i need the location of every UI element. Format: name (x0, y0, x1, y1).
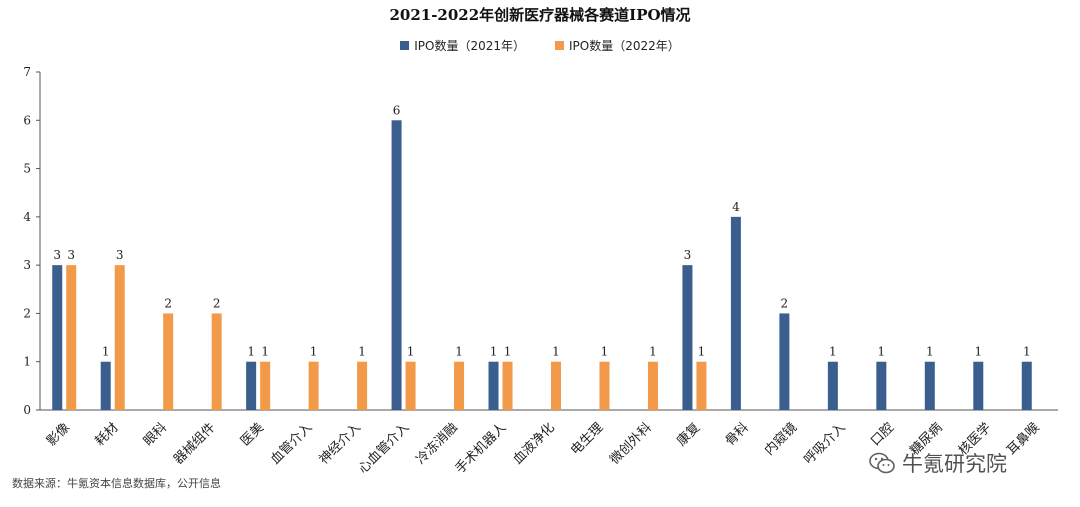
x-tick-label: 电生理 (568, 420, 606, 458)
bar-data-label: 1 (247, 345, 255, 359)
bar-2022 (647, 361, 658, 410)
bar-2021 (488, 361, 499, 410)
wechat-icon (869, 452, 895, 474)
y-tick-label: 2 (23, 306, 31, 320)
bar-data-label: 3 (53, 248, 61, 262)
bar-2021 (876, 361, 887, 410)
bar-2022 (114, 265, 125, 410)
y-tick-label: 0 (23, 403, 31, 417)
legend-swatch-2022 (555, 41, 564, 50)
bar-2022 (66, 265, 77, 410)
y-tick-label: 4 (23, 210, 31, 224)
bar-data-label: 2 (781, 296, 789, 310)
legend-label-2021: IPO数量（2021年） (414, 39, 525, 53)
bar-2021 (973, 361, 984, 410)
bar-data-label: 2 (213, 296, 221, 310)
bar-data-label: 1 (698, 345, 706, 359)
bar-data-label: 1 (1023, 345, 1031, 359)
x-tick-label: 血液净化 (510, 420, 557, 467)
bar-data-label: 1 (829, 345, 837, 359)
legend-label-2022: IPO数量（2022年） (569, 39, 680, 53)
x-tick-label: 微创外科 (607, 420, 654, 467)
bar-data-label: 4 (732, 200, 740, 214)
bar-data-label: 1 (455, 345, 463, 359)
x-tick-label: 神经介入 (317, 420, 364, 467)
bar-data-label: 1 (102, 345, 110, 359)
bar-data-label: 3 (67, 248, 75, 262)
x-tick-label: 冷冻消融 (413, 420, 461, 468)
bar-2021 (827, 361, 838, 410)
bar-2021 (1021, 361, 1032, 410)
x-tick-label: 手术机器人 (453, 420, 510, 477)
bar-data-label: 2 (164, 296, 172, 310)
bar-data-label: 1 (926, 345, 934, 359)
bar-data-label: 3 (116, 248, 124, 262)
bar-data-label: 3 (684, 248, 692, 262)
bar-data-label: 1 (601, 345, 609, 359)
y-tick-label: 7 (23, 65, 31, 79)
legend: IPO数量（2021年） IPO数量（2022年） (0, 37, 1080, 54)
bar-2022 (696, 361, 707, 410)
x-tick-label: 医美 (238, 420, 267, 449)
source-note: 数据来源：牛氪资本信息数据库，公开信息 (12, 477, 221, 490)
bar-data-label: 1 (310, 345, 318, 359)
chart-title: 2021-2022年创新医疗器械各赛道IPO情况 (389, 6, 691, 24)
bar-2022 (599, 361, 610, 410)
bar-2022 (405, 361, 416, 410)
x-tick-label: 耗材 (93, 420, 122, 449)
bar-data-label: 1 (552, 345, 560, 359)
x-tick-label: 内窥镜 (761, 420, 800, 459)
bar-data-label: 6 (393, 103, 401, 117)
y-tick-label: 1 (23, 355, 31, 369)
bar-2021 (391, 120, 402, 411)
x-tick-label: 骨科 (723, 420, 752, 449)
bar-2021 (52, 265, 63, 410)
bar-2021 (924, 361, 935, 410)
bar-2022 (211, 313, 222, 410)
y-tick-label: 3 (23, 258, 31, 272)
bar-2021 (682, 265, 693, 410)
bar-2021 (246, 361, 257, 410)
bar-2022 (163, 313, 174, 410)
x-tick-label: 血管介入 (268, 420, 315, 467)
y-tick-label: 5 (23, 162, 31, 176)
watermark-text: 牛氪研究院 (902, 452, 1007, 476)
x-tick-label: 呼吸介入 (801, 420, 848, 467)
bar-data-label: 1 (407, 345, 415, 359)
x-tick-label: 心血管介入 (356, 420, 413, 477)
bar-2022 (502, 361, 513, 410)
watermark: 牛氪研究院 (868, 448, 1007, 478)
bar-data-label: 1 (490, 345, 498, 359)
bar-data-label: 1 (649, 345, 657, 359)
bar-2022 (551, 361, 561, 410)
bar-2021 (779, 313, 790, 410)
bar-2022 (308, 361, 319, 410)
bar-2022 (260, 361, 271, 410)
legend-swatch-2021 (400, 41, 410, 50)
bar-2021 (100, 361, 111, 410)
x-tick-label: 器械组件 (171, 420, 218, 467)
x-tick-label: 康复 (674, 420, 704, 450)
legend-item-2021: IPO数量（2021年） (400, 37, 525, 54)
bar-2022 (454, 361, 465, 410)
bar-data-label: 1 (878, 345, 886, 359)
bar-data-label: 1 (504, 345, 512, 359)
x-tick-label: 眼科 (141, 420, 170, 449)
x-tick-label: 耳鼻喉 (1004, 420, 1043, 459)
legend-item-2022: IPO数量（2022年） (555, 37, 680, 54)
bar-data-label: 1 (974, 345, 982, 359)
bar-data-label: 1 (358, 345, 366, 359)
bar-2022 (357, 361, 368, 410)
bar-2021 (730, 216, 741, 410)
y-tick-label: 6 (23, 113, 31, 127)
bar-data-label: 1 (261, 345, 269, 359)
x-tick-label: 影像 (44, 420, 73, 449)
x-tick-label: 口腔 (868, 420, 897, 449)
